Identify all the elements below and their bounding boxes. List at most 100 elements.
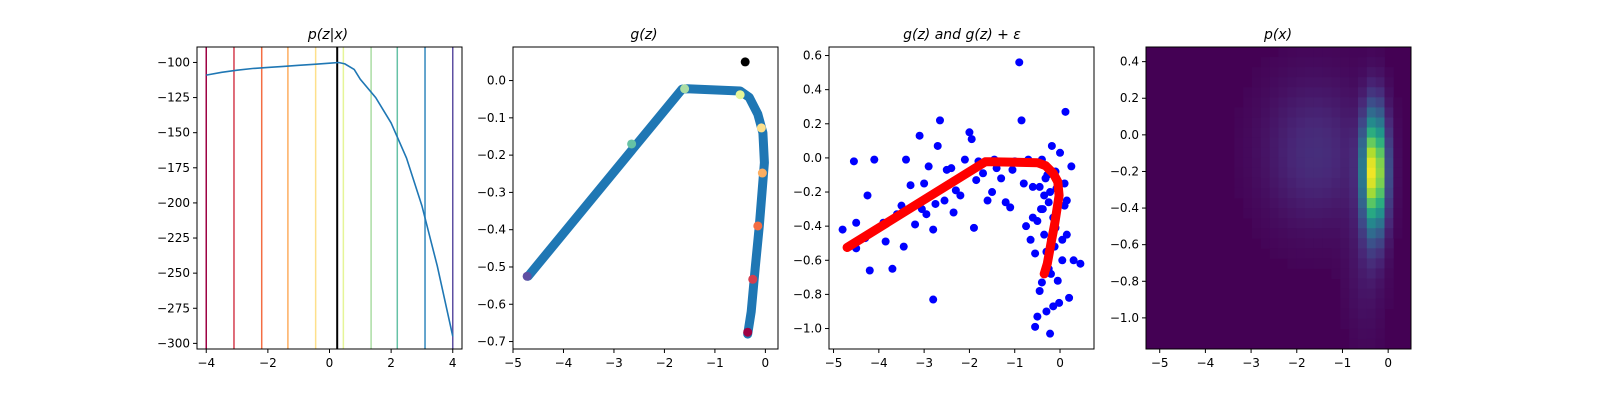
noisy-sample-point (1006, 203, 1015, 212)
heatmap-cell (1366, 268, 1377, 279)
heatmap-cell (1340, 77, 1350, 88)
heatmap-cell (1349, 107, 1359, 118)
noisy-sample-point (906, 181, 915, 190)
heatmap-cell (1296, 167, 1306, 179)
heatmap-cell (1243, 117, 1253, 128)
noisy-sample-point (929, 225, 938, 234)
heatmap-cell (1358, 177, 1368, 189)
noisy-sample-point (956, 191, 965, 200)
heatmap-cell (1287, 107, 1297, 118)
highlight-point (756, 123, 766, 133)
heatmap-cell (1296, 228, 1306, 239)
noisy-sample-point (924, 162, 933, 171)
heatmap-cell (1340, 167, 1350, 179)
heatmap-cell (1252, 228, 1262, 239)
heatmap-cell (1366, 137, 1377, 149)
noisy-sample-point (929, 295, 938, 304)
y-tick-label: −0.4 (1110, 201, 1139, 215)
heatmap-cell (1243, 147, 1253, 159)
heatmap-cell (1358, 147, 1368, 159)
y-tick-label: −300 (157, 336, 190, 350)
noisy-sample-point (1062, 230, 1071, 239)
noisy-sample-point (969, 223, 978, 232)
heatmap-cell (1358, 208, 1368, 219)
heatmap-cell (1252, 198, 1262, 209)
heatmap-cell (1349, 218, 1359, 229)
panel-title: p(x) (1263, 27, 1292, 43)
heatmap-cell (1296, 218, 1306, 229)
y-tick-label: −0.4 (793, 219, 822, 233)
noisy-sample-point (915, 131, 924, 140)
heatmap-cell (1269, 57, 1279, 68)
heatmap-cell (1358, 97, 1368, 108)
heatmap-cell (1393, 218, 1403, 229)
heatmap-cell (1322, 67, 1332, 78)
y-tick-label: −125 (157, 91, 190, 105)
heatmap-cell (1358, 218, 1368, 229)
heatmap-cell (1340, 57, 1350, 68)
heatmap-cell (1305, 67, 1315, 78)
heatmap-cell (1252, 67, 1262, 78)
y-tick-label: 0.0 (1120, 128, 1139, 142)
heatmap-cell (1322, 77, 1332, 88)
heatmap-cell (1305, 198, 1315, 209)
heatmap-cell (1269, 248, 1279, 259)
noisy-sample-point (1031, 249, 1040, 258)
noisy-sample-point (1037, 205, 1045, 214)
heatmap-cell (1331, 228, 1341, 239)
heatmap-cell (1260, 147, 1271, 159)
heatmap-cell (1243, 97, 1253, 108)
axes-frame (512, 46, 779, 350)
heatmap-cell (1252, 117, 1262, 128)
heatmap-cell (1366, 157, 1377, 169)
heatmap-cell (1366, 278, 1377, 289)
heatmap-cell (1349, 137, 1359, 149)
heatmap-cell (1260, 127, 1271, 138)
noisy-sample-point (1046, 329, 1055, 338)
noisy-sample-point (1049, 302, 1058, 311)
heatmap-cell (1384, 147, 1394, 159)
heatmap-cell (1243, 157, 1253, 169)
heatmap-cell (1331, 127, 1341, 138)
noisy-sample-point (947, 164, 956, 173)
noisy-sample-point (899, 242, 908, 251)
heatmap-cell (1366, 177, 1377, 189)
heatmap-cell (1375, 228, 1385, 239)
heatmap-cell (1313, 107, 1324, 118)
heatmap-cell (1366, 338, 1377, 350)
heatmap-cell (1349, 308, 1359, 320)
heatmap-cell (1234, 137, 1244, 149)
heatmap-cell (1252, 167, 1262, 179)
heatmap-cell (1287, 167, 1297, 179)
heatmap-cell (1384, 187, 1394, 199)
heatmap-cell (1260, 77, 1271, 88)
heatmap-cell (1313, 248, 1324, 259)
heatmap-cell (1384, 228, 1394, 239)
heatmap-cell (1375, 208, 1385, 219)
y-tick-label: 0.2 (803, 117, 822, 131)
heatmap-cell (1278, 167, 1288, 179)
x-tick-label: −5 (825, 356, 843, 370)
heatmap-cell (1349, 147, 1359, 159)
heatmap-cell (1287, 57, 1297, 68)
y-tick-label: −0.7 (477, 335, 506, 349)
y-tick-label: −1.0 (1110, 311, 1139, 325)
y-tick-label: −0.6 (1110, 238, 1139, 252)
highlight-point (735, 90, 745, 100)
y-tick-label: −0.2 (793, 185, 822, 199)
heatmap-cell (1349, 258, 1359, 269)
heatmap-cell (1278, 47, 1288, 58)
heatmap-cell (1340, 248, 1350, 259)
heatmap-cell (1313, 167, 1324, 179)
heatmap-cell (1322, 258, 1332, 269)
heatmap-cell (1349, 67, 1359, 78)
heatmap-cell (1260, 97, 1271, 108)
heatmap-cell (1260, 87, 1271, 98)
y-tick-label: −0.2 (1110, 164, 1139, 178)
heatmap-cell (1366, 208, 1377, 219)
heatmap-cell (1287, 47, 1297, 58)
heatmap-cell (1260, 198, 1271, 209)
heatmap-cell (1349, 268, 1359, 279)
heatmap-cell (1252, 157, 1262, 169)
heatmap-cell (1305, 157, 1315, 169)
